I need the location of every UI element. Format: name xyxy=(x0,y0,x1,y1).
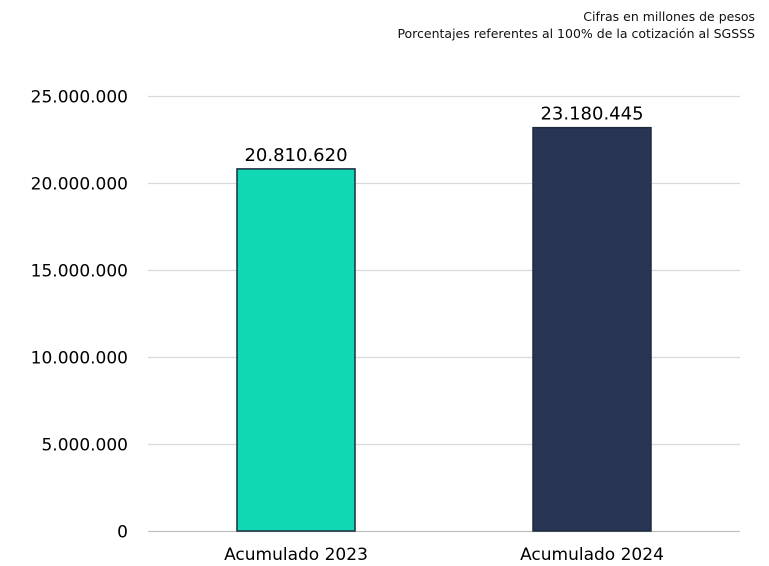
y-tick-label: 15.000.000 xyxy=(31,262,128,282)
y-tick-label: 5.000.000 xyxy=(41,436,128,456)
percent-note: Porcentajes referentes al 100% de la cot… xyxy=(397,26,755,41)
y-tick-label: 10.000.000 xyxy=(31,349,128,369)
chart-notes: Cifras en millones de pesos Porcentajes … xyxy=(397,8,755,42)
y-tick-label: 25.000.000 xyxy=(31,88,128,108)
bar xyxy=(532,126,652,532)
x-category-label: Acumulado 2024 xyxy=(520,545,664,565)
bars xyxy=(236,126,652,532)
y-tick-label: 0 xyxy=(117,523,128,543)
data-label: 20.810.620 xyxy=(244,145,347,166)
data-label: 23.180.445 xyxy=(540,104,643,125)
data-labels: 20.810.620 23.180.445 xyxy=(244,104,643,166)
y-tick-label: 20.000.000 xyxy=(31,175,128,195)
x-category-label: Acumulado 2023 xyxy=(224,545,368,565)
units-note: Cifras en millones de pesos xyxy=(583,9,755,24)
x-axis-category-labels: Acumulado 2023 Acumulado 2024 xyxy=(224,545,664,565)
y-axis-tick-labels: 0 5.000.000 10.000.000 15.000.000 20.000.000… xyxy=(31,88,128,543)
bar xyxy=(236,168,356,532)
